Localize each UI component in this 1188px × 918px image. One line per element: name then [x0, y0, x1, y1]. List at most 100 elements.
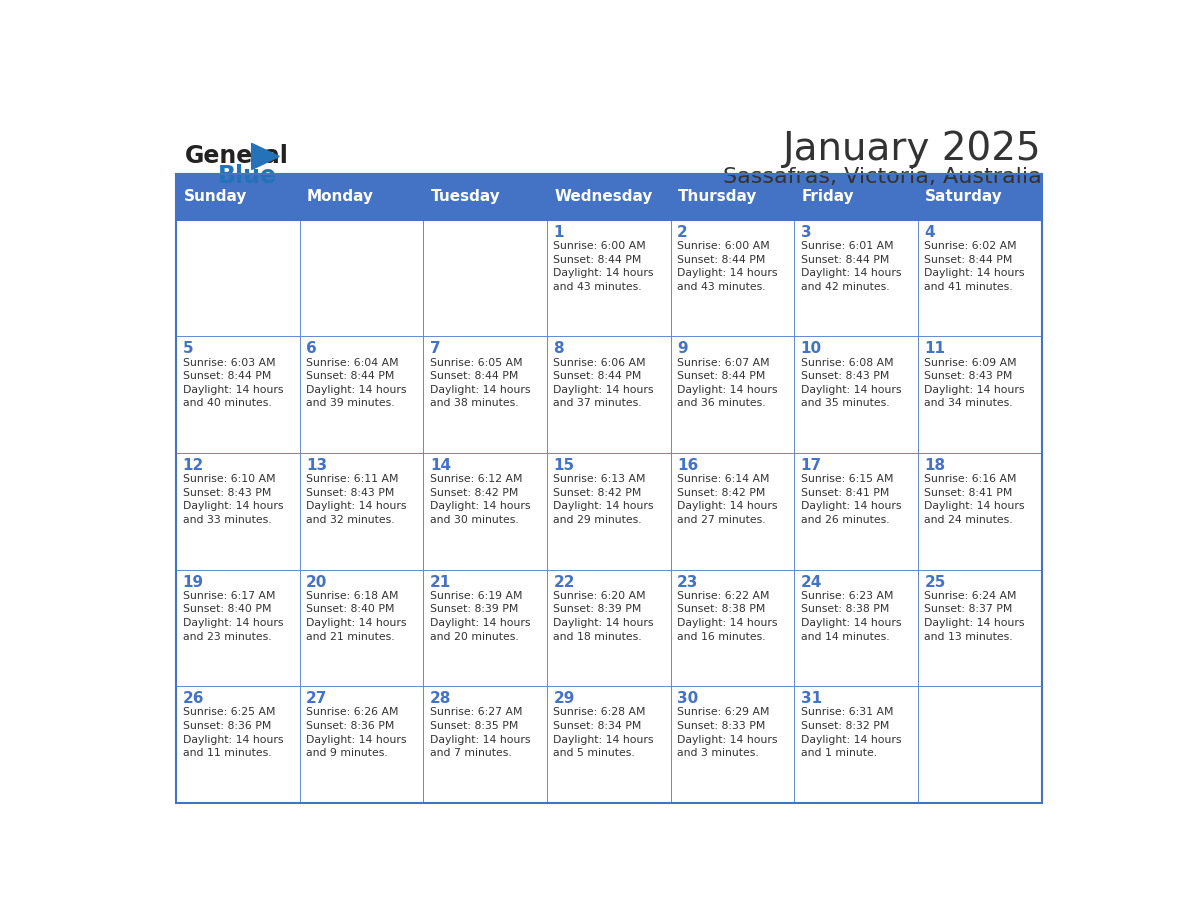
Text: 11: 11 [924, 341, 946, 356]
FancyBboxPatch shape [546, 687, 671, 803]
Text: 27: 27 [307, 691, 328, 706]
FancyBboxPatch shape [795, 219, 918, 336]
FancyBboxPatch shape [918, 219, 1042, 336]
Text: Sunrise: 6:04 AM
Sunset: 8:44 PM
Daylight: 14 hours
and 39 minutes.: Sunrise: 6:04 AM Sunset: 8:44 PM Dayligh… [307, 357, 406, 409]
Text: 3: 3 [801, 225, 811, 240]
Text: 16: 16 [677, 458, 699, 473]
Text: 26: 26 [183, 691, 204, 706]
Text: Sunrise: 6:07 AM
Sunset: 8:44 PM
Daylight: 14 hours
and 36 minutes.: Sunrise: 6:07 AM Sunset: 8:44 PM Dayligh… [677, 357, 778, 409]
FancyBboxPatch shape [795, 569, 918, 687]
FancyBboxPatch shape [795, 174, 918, 219]
FancyBboxPatch shape [423, 453, 546, 569]
FancyBboxPatch shape [299, 336, 423, 453]
Text: Friday: Friday [802, 189, 854, 204]
FancyBboxPatch shape [671, 336, 795, 453]
Text: Sunrise: 6:08 AM
Sunset: 8:43 PM
Daylight: 14 hours
and 35 minutes.: Sunrise: 6:08 AM Sunset: 8:43 PM Dayligh… [801, 357, 902, 409]
Text: Sunday: Sunday [183, 189, 247, 204]
FancyBboxPatch shape [546, 336, 671, 453]
Text: 13: 13 [307, 458, 328, 473]
Text: Sunrise: 6:11 AM
Sunset: 8:43 PM
Daylight: 14 hours
and 32 minutes.: Sunrise: 6:11 AM Sunset: 8:43 PM Dayligh… [307, 475, 406, 525]
Text: 2: 2 [677, 225, 688, 240]
Text: 6: 6 [307, 341, 317, 356]
Text: 17: 17 [801, 458, 822, 473]
Text: Sunrise: 6:02 AM
Sunset: 8:44 PM
Daylight: 14 hours
and 41 minutes.: Sunrise: 6:02 AM Sunset: 8:44 PM Dayligh… [924, 241, 1025, 292]
FancyBboxPatch shape [546, 219, 671, 336]
Text: 14: 14 [430, 458, 451, 473]
FancyBboxPatch shape [176, 336, 299, 453]
Text: Sunrise: 6:00 AM
Sunset: 8:44 PM
Daylight: 14 hours
and 43 minutes.: Sunrise: 6:00 AM Sunset: 8:44 PM Dayligh… [554, 241, 653, 292]
Text: Sunrise: 6:06 AM
Sunset: 8:44 PM
Daylight: 14 hours
and 37 minutes.: Sunrise: 6:06 AM Sunset: 8:44 PM Dayligh… [554, 357, 653, 409]
Text: 19: 19 [183, 575, 203, 589]
FancyBboxPatch shape [299, 453, 423, 569]
FancyBboxPatch shape [299, 569, 423, 687]
Text: Sunrise: 6:03 AM
Sunset: 8:44 PM
Daylight: 14 hours
and 40 minutes.: Sunrise: 6:03 AM Sunset: 8:44 PM Dayligh… [183, 357, 283, 409]
Text: 29: 29 [554, 691, 575, 706]
Text: 15: 15 [554, 458, 575, 473]
Text: Sunrise: 6:15 AM
Sunset: 8:41 PM
Daylight: 14 hours
and 26 minutes.: Sunrise: 6:15 AM Sunset: 8:41 PM Dayligh… [801, 475, 902, 525]
Text: 25: 25 [924, 575, 946, 589]
FancyBboxPatch shape [795, 687, 918, 803]
FancyBboxPatch shape [671, 569, 795, 687]
Text: Sassafras, Victoria, Australia: Sassafras, Victoria, Australia [722, 167, 1042, 187]
Text: Sunrise: 6:28 AM
Sunset: 8:34 PM
Daylight: 14 hours
and 5 minutes.: Sunrise: 6:28 AM Sunset: 8:34 PM Dayligh… [554, 708, 653, 758]
Text: 24: 24 [801, 575, 822, 589]
Text: Sunrise: 6:05 AM
Sunset: 8:44 PM
Daylight: 14 hours
and 38 minutes.: Sunrise: 6:05 AM Sunset: 8:44 PM Dayligh… [430, 357, 530, 409]
Text: Sunrise: 6:24 AM
Sunset: 8:37 PM
Daylight: 14 hours
and 13 minutes.: Sunrise: 6:24 AM Sunset: 8:37 PM Dayligh… [924, 591, 1025, 642]
FancyBboxPatch shape [918, 174, 1042, 219]
Text: Sunrise: 6:09 AM
Sunset: 8:43 PM
Daylight: 14 hours
and 34 minutes.: Sunrise: 6:09 AM Sunset: 8:43 PM Dayligh… [924, 357, 1025, 409]
Text: 20: 20 [307, 575, 328, 589]
Text: 30: 30 [677, 691, 699, 706]
FancyBboxPatch shape [299, 174, 423, 219]
FancyBboxPatch shape [176, 174, 299, 219]
Text: Sunrise: 6:27 AM
Sunset: 8:35 PM
Daylight: 14 hours
and 7 minutes.: Sunrise: 6:27 AM Sunset: 8:35 PM Dayligh… [430, 708, 530, 758]
Text: Sunrise: 6:17 AM
Sunset: 8:40 PM
Daylight: 14 hours
and 23 minutes.: Sunrise: 6:17 AM Sunset: 8:40 PM Dayligh… [183, 591, 283, 642]
FancyBboxPatch shape [176, 453, 299, 569]
Text: Sunrise: 6:01 AM
Sunset: 8:44 PM
Daylight: 14 hours
and 42 minutes.: Sunrise: 6:01 AM Sunset: 8:44 PM Dayligh… [801, 241, 902, 292]
Text: Sunrise: 6:20 AM
Sunset: 8:39 PM
Daylight: 14 hours
and 18 minutes.: Sunrise: 6:20 AM Sunset: 8:39 PM Dayligh… [554, 591, 653, 642]
FancyBboxPatch shape [671, 174, 795, 219]
FancyBboxPatch shape [299, 219, 423, 336]
FancyBboxPatch shape [299, 687, 423, 803]
Text: Saturday: Saturday [925, 189, 1003, 204]
Text: Sunrise: 6:25 AM
Sunset: 8:36 PM
Daylight: 14 hours
and 11 minutes.: Sunrise: 6:25 AM Sunset: 8:36 PM Dayligh… [183, 708, 283, 758]
FancyBboxPatch shape [671, 453, 795, 569]
Text: Wednesday: Wednesday [555, 189, 652, 204]
Text: 5: 5 [183, 341, 194, 356]
Text: 31: 31 [801, 691, 822, 706]
FancyBboxPatch shape [423, 336, 546, 453]
Text: Thursday: Thursday [678, 189, 758, 204]
Text: General: General [185, 144, 289, 168]
FancyBboxPatch shape [423, 219, 546, 336]
Text: Sunrise: 6:10 AM
Sunset: 8:43 PM
Daylight: 14 hours
and 33 minutes.: Sunrise: 6:10 AM Sunset: 8:43 PM Dayligh… [183, 475, 283, 525]
FancyBboxPatch shape [423, 687, 546, 803]
FancyBboxPatch shape [176, 219, 299, 336]
Text: 8: 8 [554, 341, 564, 356]
Text: Sunrise: 6:22 AM
Sunset: 8:38 PM
Daylight: 14 hours
and 16 minutes.: Sunrise: 6:22 AM Sunset: 8:38 PM Dayligh… [677, 591, 778, 642]
Text: 9: 9 [677, 341, 688, 356]
FancyBboxPatch shape [546, 174, 671, 219]
Text: Sunrise: 6:23 AM
Sunset: 8:38 PM
Daylight: 14 hours
and 14 minutes.: Sunrise: 6:23 AM Sunset: 8:38 PM Dayligh… [801, 591, 902, 642]
Text: 22: 22 [554, 575, 575, 589]
Text: 18: 18 [924, 458, 946, 473]
Text: Sunrise: 6:16 AM
Sunset: 8:41 PM
Daylight: 14 hours
and 24 minutes.: Sunrise: 6:16 AM Sunset: 8:41 PM Dayligh… [924, 475, 1025, 525]
Polygon shape [252, 143, 279, 170]
Text: Sunrise: 6:26 AM
Sunset: 8:36 PM
Daylight: 14 hours
and 9 minutes.: Sunrise: 6:26 AM Sunset: 8:36 PM Dayligh… [307, 708, 406, 758]
Text: Sunrise: 6:29 AM
Sunset: 8:33 PM
Daylight: 14 hours
and 3 minutes.: Sunrise: 6:29 AM Sunset: 8:33 PM Dayligh… [677, 708, 778, 758]
FancyBboxPatch shape [795, 453, 918, 569]
FancyBboxPatch shape [423, 569, 546, 687]
Text: Sunrise: 6:19 AM
Sunset: 8:39 PM
Daylight: 14 hours
and 20 minutes.: Sunrise: 6:19 AM Sunset: 8:39 PM Dayligh… [430, 591, 530, 642]
FancyBboxPatch shape [546, 453, 671, 569]
Text: January 2025: January 2025 [783, 130, 1042, 168]
FancyBboxPatch shape [671, 219, 795, 336]
FancyBboxPatch shape [918, 336, 1042, 453]
Text: Monday: Monday [308, 189, 374, 204]
FancyBboxPatch shape [546, 569, 671, 687]
FancyBboxPatch shape [176, 569, 299, 687]
Text: Sunrise: 6:14 AM
Sunset: 8:42 PM
Daylight: 14 hours
and 27 minutes.: Sunrise: 6:14 AM Sunset: 8:42 PM Dayligh… [677, 475, 778, 525]
Text: Tuesday: Tuesday [431, 189, 500, 204]
Text: 7: 7 [430, 341, 441, 356]
FancyBboxPatch shape [176, 687, 299, 803]
Text: 23: 23 [677, 575, 699, 589]
Text: Sunrise: 6:31 AM
Sunset: 8:32 PM
Daylight: 14 hours
and 1 minute.: Sunrise: 6:31 AM Sunset: 8:32 PM Dayligh… [801, 708, 902, 758]
FancyBboxPatch shape [918, 687, 1042, 803]
